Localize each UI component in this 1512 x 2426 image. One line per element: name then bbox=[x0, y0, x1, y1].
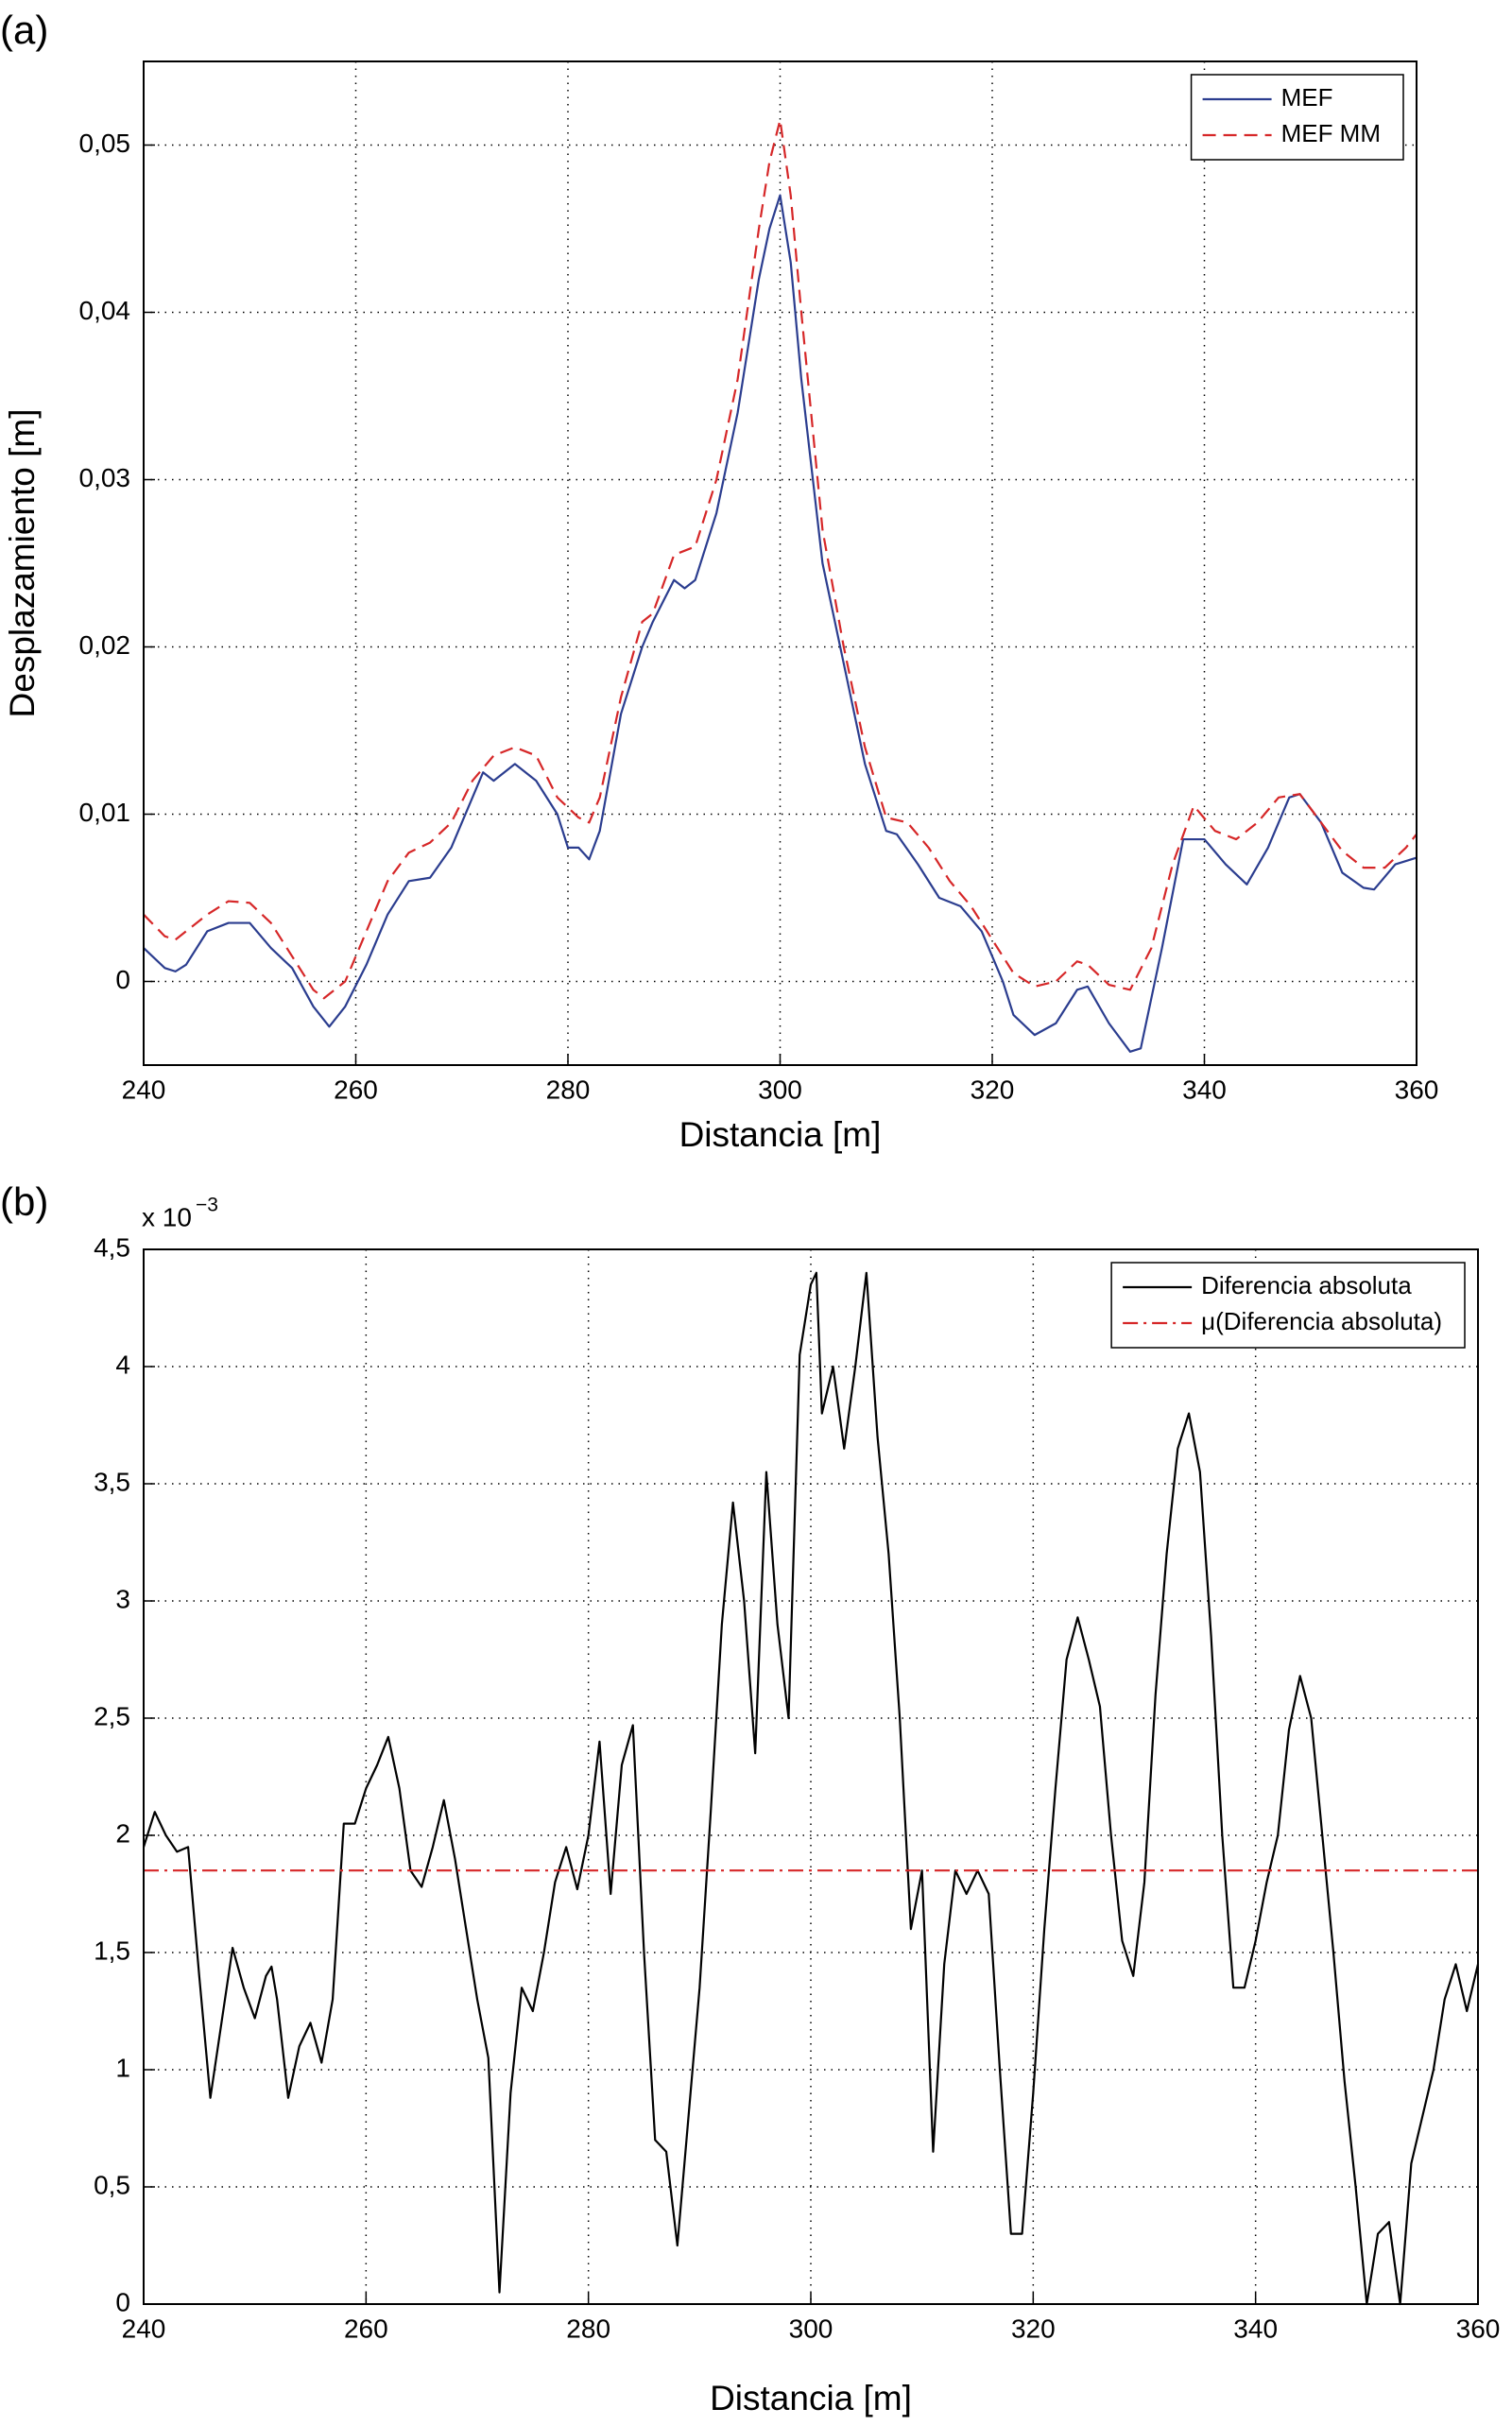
legend-label: μ(Diferencia absoluta) bbox=[1201, 1307, 1442, 1335]
x-tick-label: 280 bbox=[546, 1075, 591, 1104]
x-tick-label: 260 bbox=[334, 1075, 378, 1104]
y-tick-label: 1,5 bbox=[94, 1936, 130, 1965]
y-tick-label: 0,01 bbox=[79, 798, 131, 827]
panel-label: (b) bbox=[0, 1179, 48, 1224]
y-tick-label: 0,05 bbox=[79, 129, 131, 158]
plot-area bbox=[144, 61, 1417, 1065]
plot-frame bbox=[143, 60, 1418, 1066]
data-line bbox=[143, 194, 1418, 1053]
x-tick-label: 340 bbox=[1182, 1075, 1227, 1104]
x-tick-label: 320 bbox=[971, 1075, 1015, 1104]
data-line bbox=[142, 1271, 1480, 2306]
legend: MEF MEF MM bbox=[1190, 74, 1404, 161]
x-tick-label: 280 bbox=[566, 2314, 610, 2343]
x-tick-label: 240 bbox=[122, 2314, 166, 2343]
y-multiplier: x 10 bbox=[142, 1202, 192, 1231]
x-tick-label: 360 bbox=[1395, 1075, 1439, 1104]
data-line bbox=[143, 118, 1418, 1000]
x-tick-label: 360 bbox=[1456, 2314, 1501, 2343]
legend-label: Diferencia absoluta bbox=[1201, 1271, 1412, 1299]
y-tick-label: 0,5 bbox=[94, 2170, 130, 2199]
plot-frame bbox=[143, 1248, 1479, 2305]
y-tick-label: 0,03 bbox=[79, 463, 131, 492]
y-tick-label: 2 bbox=[115, 1818, 130, 1848]
x-tick-label: 260 bbox=[344, 2314, 388, 2343]
legend-label: MEF bbox=[1281, 83, 1333, 112]
panel-label: (a) bbox=[0, 8, 48, 52]
x-tick-label: 240 bbox=[122, 1075, 166, 1104]
x-axis-label: Distancia [m] bbox=[679, 1115, 882, 1154]
legend-box bbox=[1110, 1262, 1466, 1349]
plot-area bbox=[144, 1249, 1478, 2304]
x-axis-label: Distancia [m] bbox=[710, 2379, 912, 2417]
x-tick-label: 320 bbox=[1011, 2314, 1056, 2343]
y-exponent: −3 bbox=[196, 1195, 218, 1216]
legend-box bbox=[1190, 74, 1404, 161]
y-tick-label: 0 bbox=[115, 965, 130, 994]
y-tick-label: 4 bbox=[115, 1350, 130, 1379]
y-tick-label: 3,5 bbox=[94, 1467, 130, 1496]
y-tick-label: 0,02 bbox=[79, 630, 131, 660]
y-tick-label: 2,5 bbox=[94, 1701, 130, 1730]
x-tick-label: 340 bbox=[1233, 2314, 1278, 2343]
y-axis-label: Desplazamiento [m] bbox=[3, 409, 42, 718]
x-tick-label: 300 bbox=[758, 1075, 802, 1104]
legend-label: MEF MM bbox=[1281, 119, 1381, 147]
y-tick-label: 0 bbox=[115, 2287, 130, 2316]
legend: Diferencia absoluta μ(Diferencia absoluta… bbox=[1110, 1262, 1466, 1349]
y-tick-label: 4,5 bbox=[94, 1232, 130, 1262]
y-tick-label: 1 bbox=[115, 2053, 130, 2082]
y-tick-label: 3 bbox=[115, 1584, 130, 1613]
x-tick-label: 300 bbox=[789, 2314, 833, 2343]
y-tick-label: 0,04 bbox=[79, 296, 131, 325]
